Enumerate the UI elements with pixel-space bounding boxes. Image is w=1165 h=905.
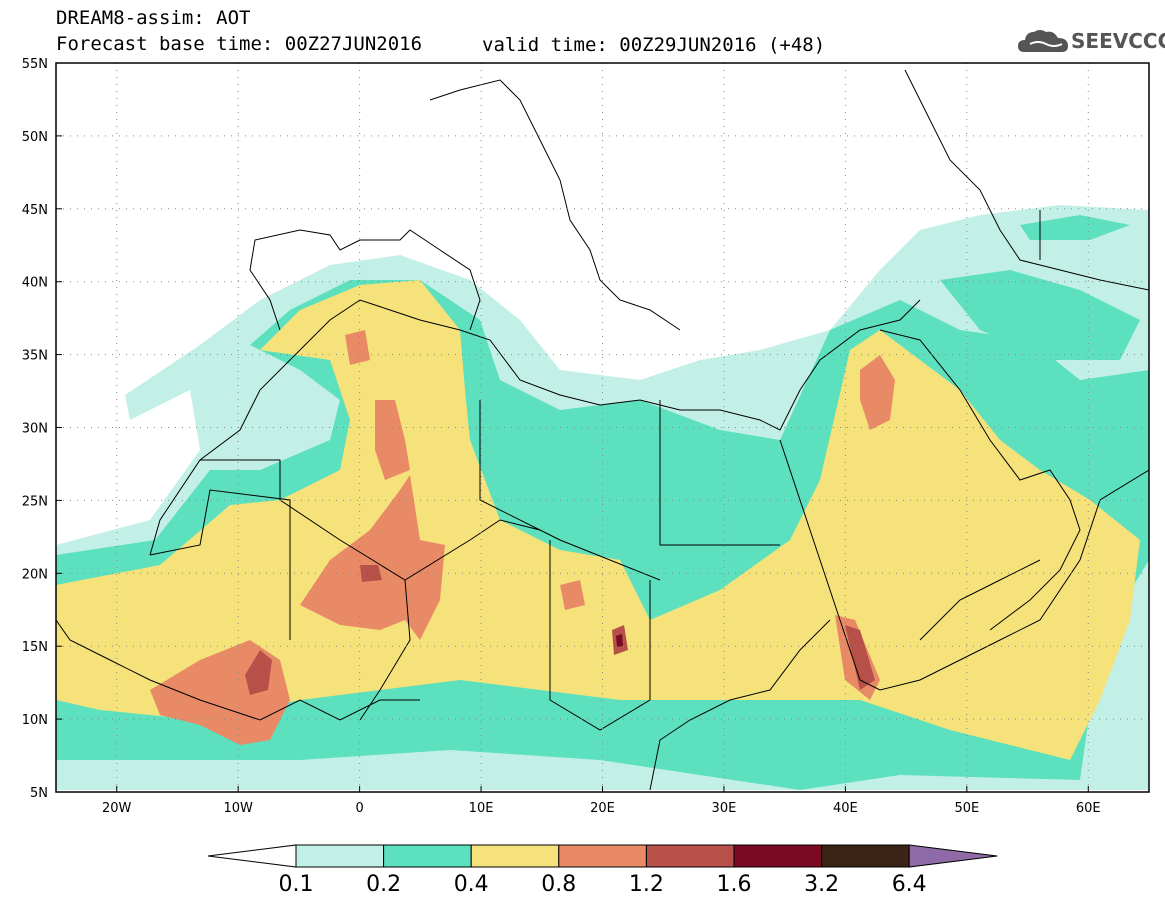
- lon-tick-label: 40E: [833, 801, 858, 816]
- lon-tick-label: 20W: [102, 801, 132, 816]
- colorbar-threshold-label: 3.2: [804, 872, 839, 897]
- colorbar-high-arrow: [908, 844, 998, 868]
- lat-tick-label: 25N: [22, 494, 48, 509]
- colorbar-low-arrow: [207, 844, 297, 868]
- aot-field-0-8: [300, 475, 445, 640]
- colorbar-threshold-label: 1.2: [629, 872, 664, 897]
- colorbar-box: [558, 844, 647, 868]
- aot-field-0-8b: [375, 400, 410, 480]
- seevccc-logo: SEEVCCC: [1071, 29, 1165, 53]
- aot-field-0-8c: [345, 330, 370, 365]
- lat-tick-label: 5N: [30, 786, 48, 801]
- aot-field-0-2b: [940, 270, 1140, 360]
- lat-tick-label: 15N: [22, 640, 48, 655]
- lon-tick-label: 50E: [954, 801, 979, 816]
- colorbar-threshold-label: 0.4: [454, 872, 489, 897]
- colorbar-box: [645, 844, 735, 868]
- colorbar-box: [295, 844, 385, 868]
- lat-tick-label: 40N: [22, 276, 48, 291]
- lon-tick-label: 10E: [469, 801, 494, 816]
- colorbar-threshold-label: 0.1: [279, 872, 314, 897]
- product-title: DREAM8-assim: AOT: [56, 7, 251, 29]
- lat-tick-label: 20N: [22, 567, 48, 582]
- lon-tick-label: 30E: [712, 801, 737, 816]
- colorbar-box: [821, 844, 910, 868]
- lat-tick-label: 45N: [22, 203, 48, 218]
- aot-field-1-2d: [845, 625, 875, 690]
- aot-field-0-8e: [860, 355, 895, 430]
- lon-tick-label: 20E: [590, 801, 615, 816]
- colorbar-box: [733, 844, 823, 868]
- colorbar-box: [470, 844, 560, 868]
- latitude-labels: 55N 50N 45N 40N 35N 30N 25N 20N 15N 10N 5N: [22, 57, 62, 801]
- coastlines: [56, 69, 1149, 791]
- aot-field-1-2: [245, 650, 272, 695]
- aot-field-0-2c: [1020, 215, 1130, 240]
- longitude-labels: 20W 10W 0 10E 20E 30E 40E 50E 60E: [102, 786, 1101, 816]
- colorbar-threshold-label: 0.8: [541, 872, 576, 897]
- lon-tick-label: 0: [355, 801, 363, 816]
- lat-tick-label: 35N: [22, 349, 48, 364]
- aot-field-1-6: [616, 634, 623, 647]
- lat-tick-label: 50N: [22, 130, 48, 145]
- lat-tick-label: 55N: [22, 57, 48, 72]
- aot-field-0-8f: [560, 580, 585, 610]
- cloud-icon: [1018, 30, 1068, 52]
- lon-tick-label: 10W: [223, 801, 253, 816]
- colorbar-box: [383, 844, 472, 868]
- colorbar-threshold-label: 0.2: [366, 872, 401, 897]
- colorbar-threshold-label: 6.4: [892, 872, 927, 897]
- colorbar-threshold-label: 1.6: [717, 872, 752, 897]
- valid-time: valid time: 00Z29JUN2016 (+48): [482, 34, 826, 56]
- forecast-base-time: Forecast base time: 00Z27JUN2016: [56, 33, 423, 55]
- lat-tick-label: 30N: [22, 422, 48, 437]
- lat-tick-label: 10N: [22, 713, 48, 728]
- lon-tick-label: 60E: [1076, 801, 1101, 816]
